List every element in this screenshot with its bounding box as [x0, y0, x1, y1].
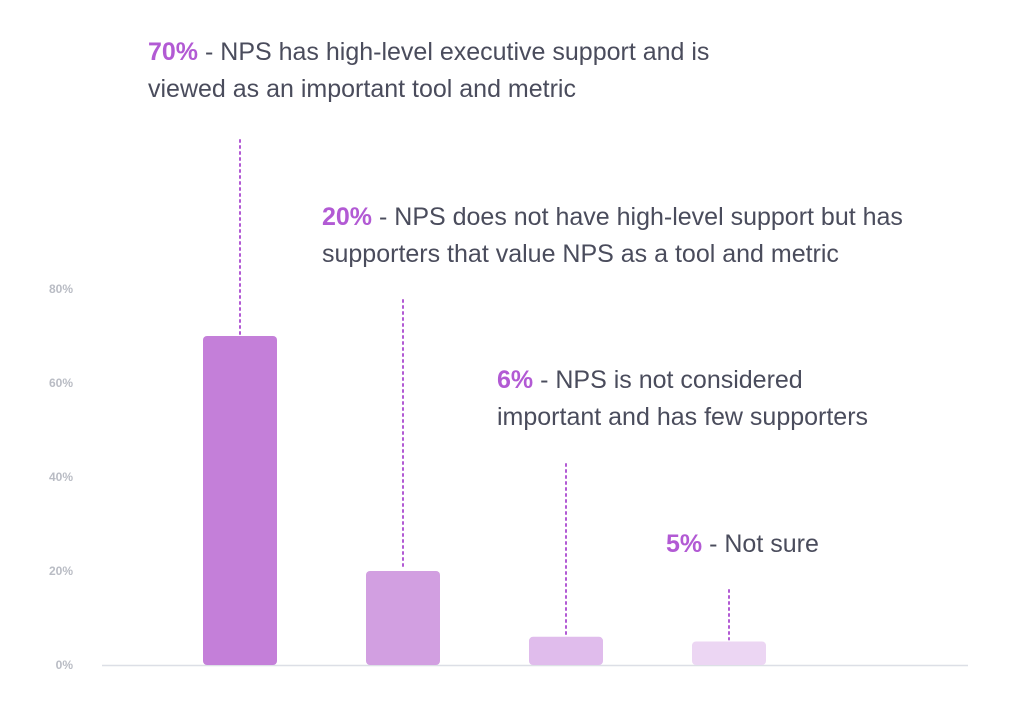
annotation-pct: 6% — [497, 366, 534, 394]
bar — [529, 636, 603, 665]
bar — [692, 641, 766, 665]
y-tick-label: 0% — [56, 658, 74, 672]
annotation-bar-3: 6% - NPS is not considered important and… — [497, 362, 868, 436]
y-tick-label: 60% — [49, 376, 73, 390]
annotation-text: - NPS does not have high-level support b… — [379, 203, 903, 231]
annotation-pct: 5% — [666, 530, 703, 558]
bar — [366, 571, 440, 665]
annotation-bar-1: 70% - NPS has high-level executive suppo… — [148, 34, 709, 108]
annotation-text: - Not sure — [709, 530, 819, 558]
annotation-text: - NPS has high-level executive support a… — [205, 38, 710, 66]
y-tick-label: 40% — [49, 470, 73, 484]
y-tick-label: 20% — [49, 564, 73, 578]
annotation-bar-2: 20% - NPS does not have high-level suppo… — [322, 199, 903, 273]
annotation-pct: 20% — [322, 203, 373, 231]
annotation-text: viewed as an important tool and metric — [148, 75, 576, 103]
bar — [203, 336, 277, 665]
y-axis-ticks: 0% 20% 40% 60% 80% — [49, 282, 73, 672]
annotation-text: - NPS is not considered — [540, 366, 803, 394]
annotation-bar-4: 5% - Not sure — [666, 526, 819, 563]
bars — [203, 336, 766, 665]
annotation-text: supporters that value NPS as a tool and … — [322, 240, 839, 268]
y-tick-label: 80% — [49, 282, 73, 296]
leader-lines — [239, 139, 730, 641]
annotation-pct: 70% — [148, 38, 199, 66]
annotation-text: important and has few supporters — [497, 403, 869, 431]
